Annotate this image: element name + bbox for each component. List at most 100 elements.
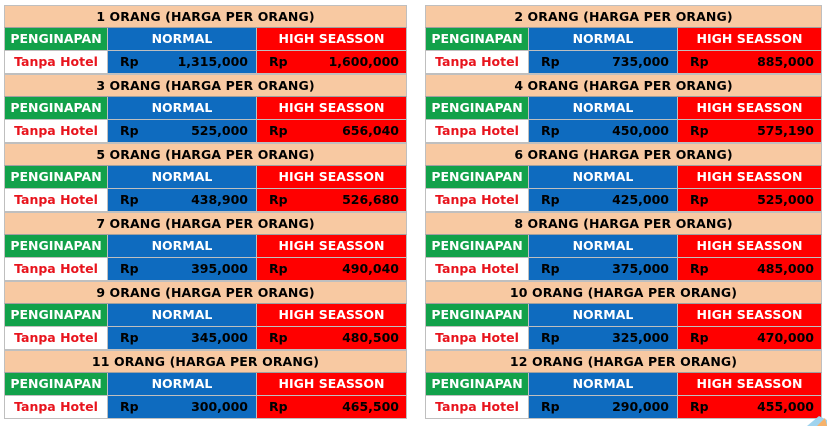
table-title: 1 ORANG (HARGA PER ORANG) [4,5,407,28]
table-title: 6 ORANG (HARGA PER ORANG) [425,143,822,166]
lodging-value: Tanpa Hotel [4,189,108,211]
header-row: PENGINAPAN NORMAL HIGH SEASSON [4,304,407,327]
currency-label: Rp [269,192,288,207]
normal-header: NORMAL [529,304,678,326]
price-table: 1 ORANG (HARGA PER ORANG) PENGINAPAN NORMA… [4,5,407,74]
header-row: PENGINAPAN NORMAL HIGH SEASSON [4,166,407,189]
lodging-header: PENGINAPAN [4,373,108,395]
price-row: Tanpa Hotel Rp 735,000 Rp 885,000 [425,51,822,74]
price-table: 11 ORANG (HARGA PER ORANG) PENGINAPAN NORM… [4,350,407,419]
normal-price-cell: Rp 438,900 [108,189,257,211]
lodging-value: Tanpa Hotel [425,120,529,142]
high-season-price: 485,000 [757,261,814,276]
high-season-price-cell: Rp 575,190 [678,120,822,142]
price-row: Tanpa Hotel Rp 450,000 Rp 575,190 [425,120,822,143]
currency-label: Rp [541,330,560,345]
high-season-header: HIGH SEASSON [257,235,407,257]
high-season-header: HIGH SEASSON [257,97,407,119]
high-season-header: HIGH SEASSON [678,373,822,395]
high-season-price: 885,000 [757,54,814,69]
currency-label: Rp [120,192,139,207]
high-season-price-cell: Rp 470,000 [678,327,822,349]
table-title: 4 ORANG (HARGA PER ORANG) [425,74,822,97]
high-season-price: 656,040 [342,123,399,138]
lodging-value: Tanpa Hotel [425,327,529,349]
price-row: Tanpa Hotel Rp 290,000 Rp 455,000 [425,396,822,419]
high-season-price: 465,500 [342,399,399,414]
lodging-value: Tanpa Hotel [425,258,529,280]
currency-label: Rp [269,261,288,276]
normal-header: NORMAL [529,235,678,257]
price-row: Tanpa Hotel Rp 395,000 Rp 490,040 [4,258,407,281]
high-season-price-cell: Rp 465,500 [257,396,407,418]
normal-price: 425,000 [612,192,669,207]
lodging-header: PENGINAPAN [425,166,529,188]
high-season-price: 575,190 [757,123,814,138]
normal-header: NORMAL [108,304,257,326]
table-title: 3 ORANG (HARGA PER ORANG) [4,74,407,97]
currency-label: Rp [541,261,560,276]
lodging-value: Tanpa Hotel [4,51,108,73]
normal-header: NORMAL [529,373,678,395]
currency-label: Rp [690,192,709,207]
currency-label: Rp [541,123,560,138]
normal-price-cell: Rp 290,000 [529,396,678,418]
currency-label: Rp [120,261,139,276]
normal-header: NORMAL [529,97,678,119]
table-title: 8 ORANG (HARGA PER ORANG) [425,212,822,235]
normal-header: NORMAL [108,235,257,257]
table-title: 9 ORANG (HARGA PER ORANG) [4,281,407,304]
currency-label: Rp [541,399,560,414]
high-season-price-cell: Rp 526,680 [257,189,407,211]
lodging-header: PENGINAPAN [4,235,108,257]
normal-price: 395,000 [191,261,248,276]
currency-label: Rp [120,54,139,69]
high-season-price-cell: Rp 490,040 [257,258,407,280]
price-table: 5 ORANG (HARGA PER ORANG) PENGINAPAN NORMA… [4,143,407,212]
high-season-price-cell: Rp 525,000 [678,189,822,211]
price-table: 7 ORANG (HARGA PER ORANG) PENGINAPAN NORMA… [4,212,407,281]
lodging-header: PENGINAPAN [4,304,108,326]
lodging-header: PENGINAPAN [4,166,108,188]
table-title: 2 ORANG (HARGA PER ORANG) [425,5,822,28]
high-season-price-cell: Rp 885,000 [678,51,822,73]
normal-price: 525,000 [191,123,248,138]
price-row: Tanpa Hotel Rp 300,000 Rp 465,500 [4,396,407,419]
header-row: PENGINAPAN NORMAL HIGH SEASSON [425,235,822,258]
header-row: PENGINAPAN NORMAL HIGH SEASSON [4,97,407,120]
header-row: PENGINAPAN NORMAL HIGH SEASSON [4,235,407,258]
high-season-header: HIGH SEASSON [257,304,407,326]
high-season-price: 490,040 [342,261,399,276]
high-season-header: HIGH SEASSON [257,373,407,395]
lodging-header: PENGINAPAN [425,28,529,50]
currency-label: Rp [120,123,139,138]
currency-label: Rp [120,330,139,345]
currency-label: Rp [269,399,288,414]
price-row: Tanpa Hotel Rp 525,000 Rp 656,040 [4,120,407,143]
normal-price-cell: Rp 425,000 [529,189,678,211]
normal-price-cell: Rp 395,000 [108,258,257,280]
high-season-header: HIGH SEASSON [678,28,822,50]
normal-price: 290,000 [612,399,669,414]
high-season-price-cell: Rp 480,500 [257,327,407,349]
normal-price: 375,000 [612,261,669,276]
high-season-header: HIGH SEASSON [678,304,822,326]
high-season-header: HIGH SEASSON [678,97,822,119]
high-season-price: 470,000 [757,330,814,345]
table-title: 12 ORANG (HARGA PER ORANG) [425,350,822,373]
normal-header: NORMAL [529,28,678,50]
price-tables-left: 1 ORANG (HARGA PER ORANG) PENGINAPAN NORMA… [4,5,407,419]
normal-price-cell: Rp 325,000 [529,327,678,349]
high-season-price-cell: Rp 1,600,000 [257,51,407,73]
price-table: 6 ORANG (HARGA PER ORANG) PENGINAPAN NORMA… [425,143,822,212]
currency-label: Rp [541,192,560,207]
high-season-header: HIGH SEASSON [678,235,822,257]
high-season-header: HIGH SEASSON [257,28,407,50]
header-row: PENGINAPAN NORMAL HIGH SEASSON [4,373,407,396]
currency-label: Rp [690,123,709,138]
currency-label: Rp [690,54,709,69]
lodging-header: PENGINAPAN [425,235,529,257]
header-row: PENGINAPAN NORMAL HIGH SEASSON [425,304,822,327]
price-row: Tanpa Hotel Rp 375,000 Rp 485,000 [425,258,822,281]
table-title: 10 ORANG (HARGA PER ORANG) [425,281,822,304]
